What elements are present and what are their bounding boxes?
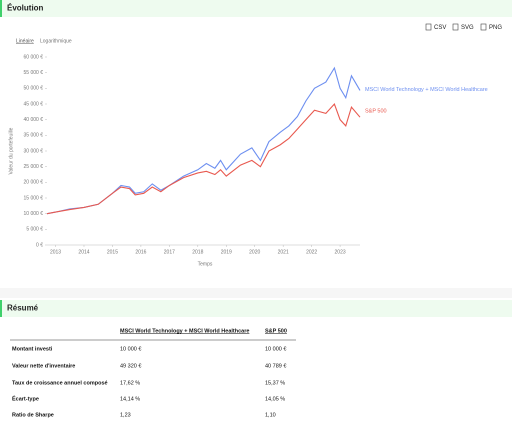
x-tick-label: 2016 xyxy=(135,249,146,255)
y-tick-label: 30 000 € xyxy=(24,148,44,154)
table-cell: 10 000 € xyxy=(120,346,141,352)
y-tick-label: 45 000 € xyxy=(24,101,44,107)
icon xyxy=(425,23,432,31)
y-tick-label: 50 000 € xyxy=(24,86,44,92)
x-tick-label: 2022 xyxy=(306,249,317,255)
x-tick-label: 2015 xyxy=(107,249,118,255)
x-tick-label: 2014 xyxy=(78,249,89,255)
section-header-accent xyxy=(0,300,2,317)
x-tick-label: 2019 xyxy=(221,249,232,255)
export-png[interactable]: PNG xyxy=(480,23,502,31)
x-tick-label: 2020 xyxy=(249,249,260,255)
x-tick-label: 2013 xyxy=(50,249,61,255)
x-axis-title: Temps xyxy=(198,261,213,267)
section-title: Résumé xyxy=(7,304,39,313)
y-tick-label: 55 000 € xyxy=(24,70,44,76)
y-tick-label: 5 000 € xyxy=(26,227,43,233)
table-cell: 40 789 € xyxy=(265,363,286,369)
y-tick-label: 10 000 € xyxy=(24,211,44,217)
y-tick-label: 60 000 € xyxy=(24,54,44,60)
row-label: Montant investi xyxy=(12,346,53,352)
row-label: Ratio de Sharpe xyxy=(12,412,54,418)
divider-band xyxy=(0,288,512,298)
table-cell: 1,23 xyxy=(120,412,131,418)
scale-option[interactable]: Linéaire xyxy=(16,38,34,44)
y-tick-label: 0 € xyxy=(36,242,43,248)
x-tick-label: 2021 xyxy=(278,249,289,255)
x-tick-label: 2017 xyxy=(164,249,175,255)
table-cell: 10 000 € xyxy=(265,346,286,352)
column-header: MSCI World Technology + MSCI World Healt… xyxy=(120,328,249,334)
x-tick-label: 2018 xyxy=(192,249,203,255)
x-tick-label: 2023 xyxy=(335,249,346,255)
series-label: MSCI World Technology + MSCI World Healt… xyxy=(365,87,488,93)
y-tick-label: 25 000 € xyxy=(24,164,44,170)
y-tick-label: 20 000 € xyxy=(24,180,44,186)
button-label: CSV xyxy=(434,25,446,31)
y-axis-title: Valeur du portefeuille xyxy=(8,127,14,174)
section-header-accent xyxy=(0,0,2,17)
section-header-bg xyxy=(0,0,512,17)
section-title: Évolution xyxy=(7,4,44,13)
row-label: Valeur nette d'inventaire xyxy=(12,363,75,369)
export-svg[interactable]: SVG xyxy=(452,23,474,31)
table-cell: 49 320 € xyxy=(120,363,141,369)
y-tick-label: 15 000 € xyxy=(24,195,44,201)
column-header: S&P 500 xyxy=(265,328,287,334)
scale-option[interactable]: Logarithmique xyxy=(40,38,72,44)
table-cell: 1,10 xyxy=(265,412,276,418)
table-cell: 14,14 % xyxy=(120,396,140,402)
table-cell: 17,62 % xyxy=(120,380,140,386)
table-cell: 14,05 % xyxy=(265,396,285,402)
icon xyxy=(452,23,459,31)
icon xyxy=(480,23,487,31)
y-tick-label: 40 000 € xyxy=(24,117,44,123)
y-tick-label: 35 000 € xyxy=(24,133,44,139)
row-label: Écart-type xyxy=(12,394,39,402)
section-header-bg xyxy=(0,300,512,317)
button-label: SVG xyxy=(461,25,474,31)
row-label: Taux de croissance annuel composé xyxy=(12,380,108,386)
series-label: S&P 500 xyxy=(365,109,387,115)
series-line xyxy=(46,66,361,215)
table-cell: 15,37 % xyxy=(265,380,285,386)
export-csv[interactable]: CSV xyxy=(425,23,446,31)
series-line xyxy=(46,102,361,215)
button-label: PNG xyxy=(489,25,502,31)
